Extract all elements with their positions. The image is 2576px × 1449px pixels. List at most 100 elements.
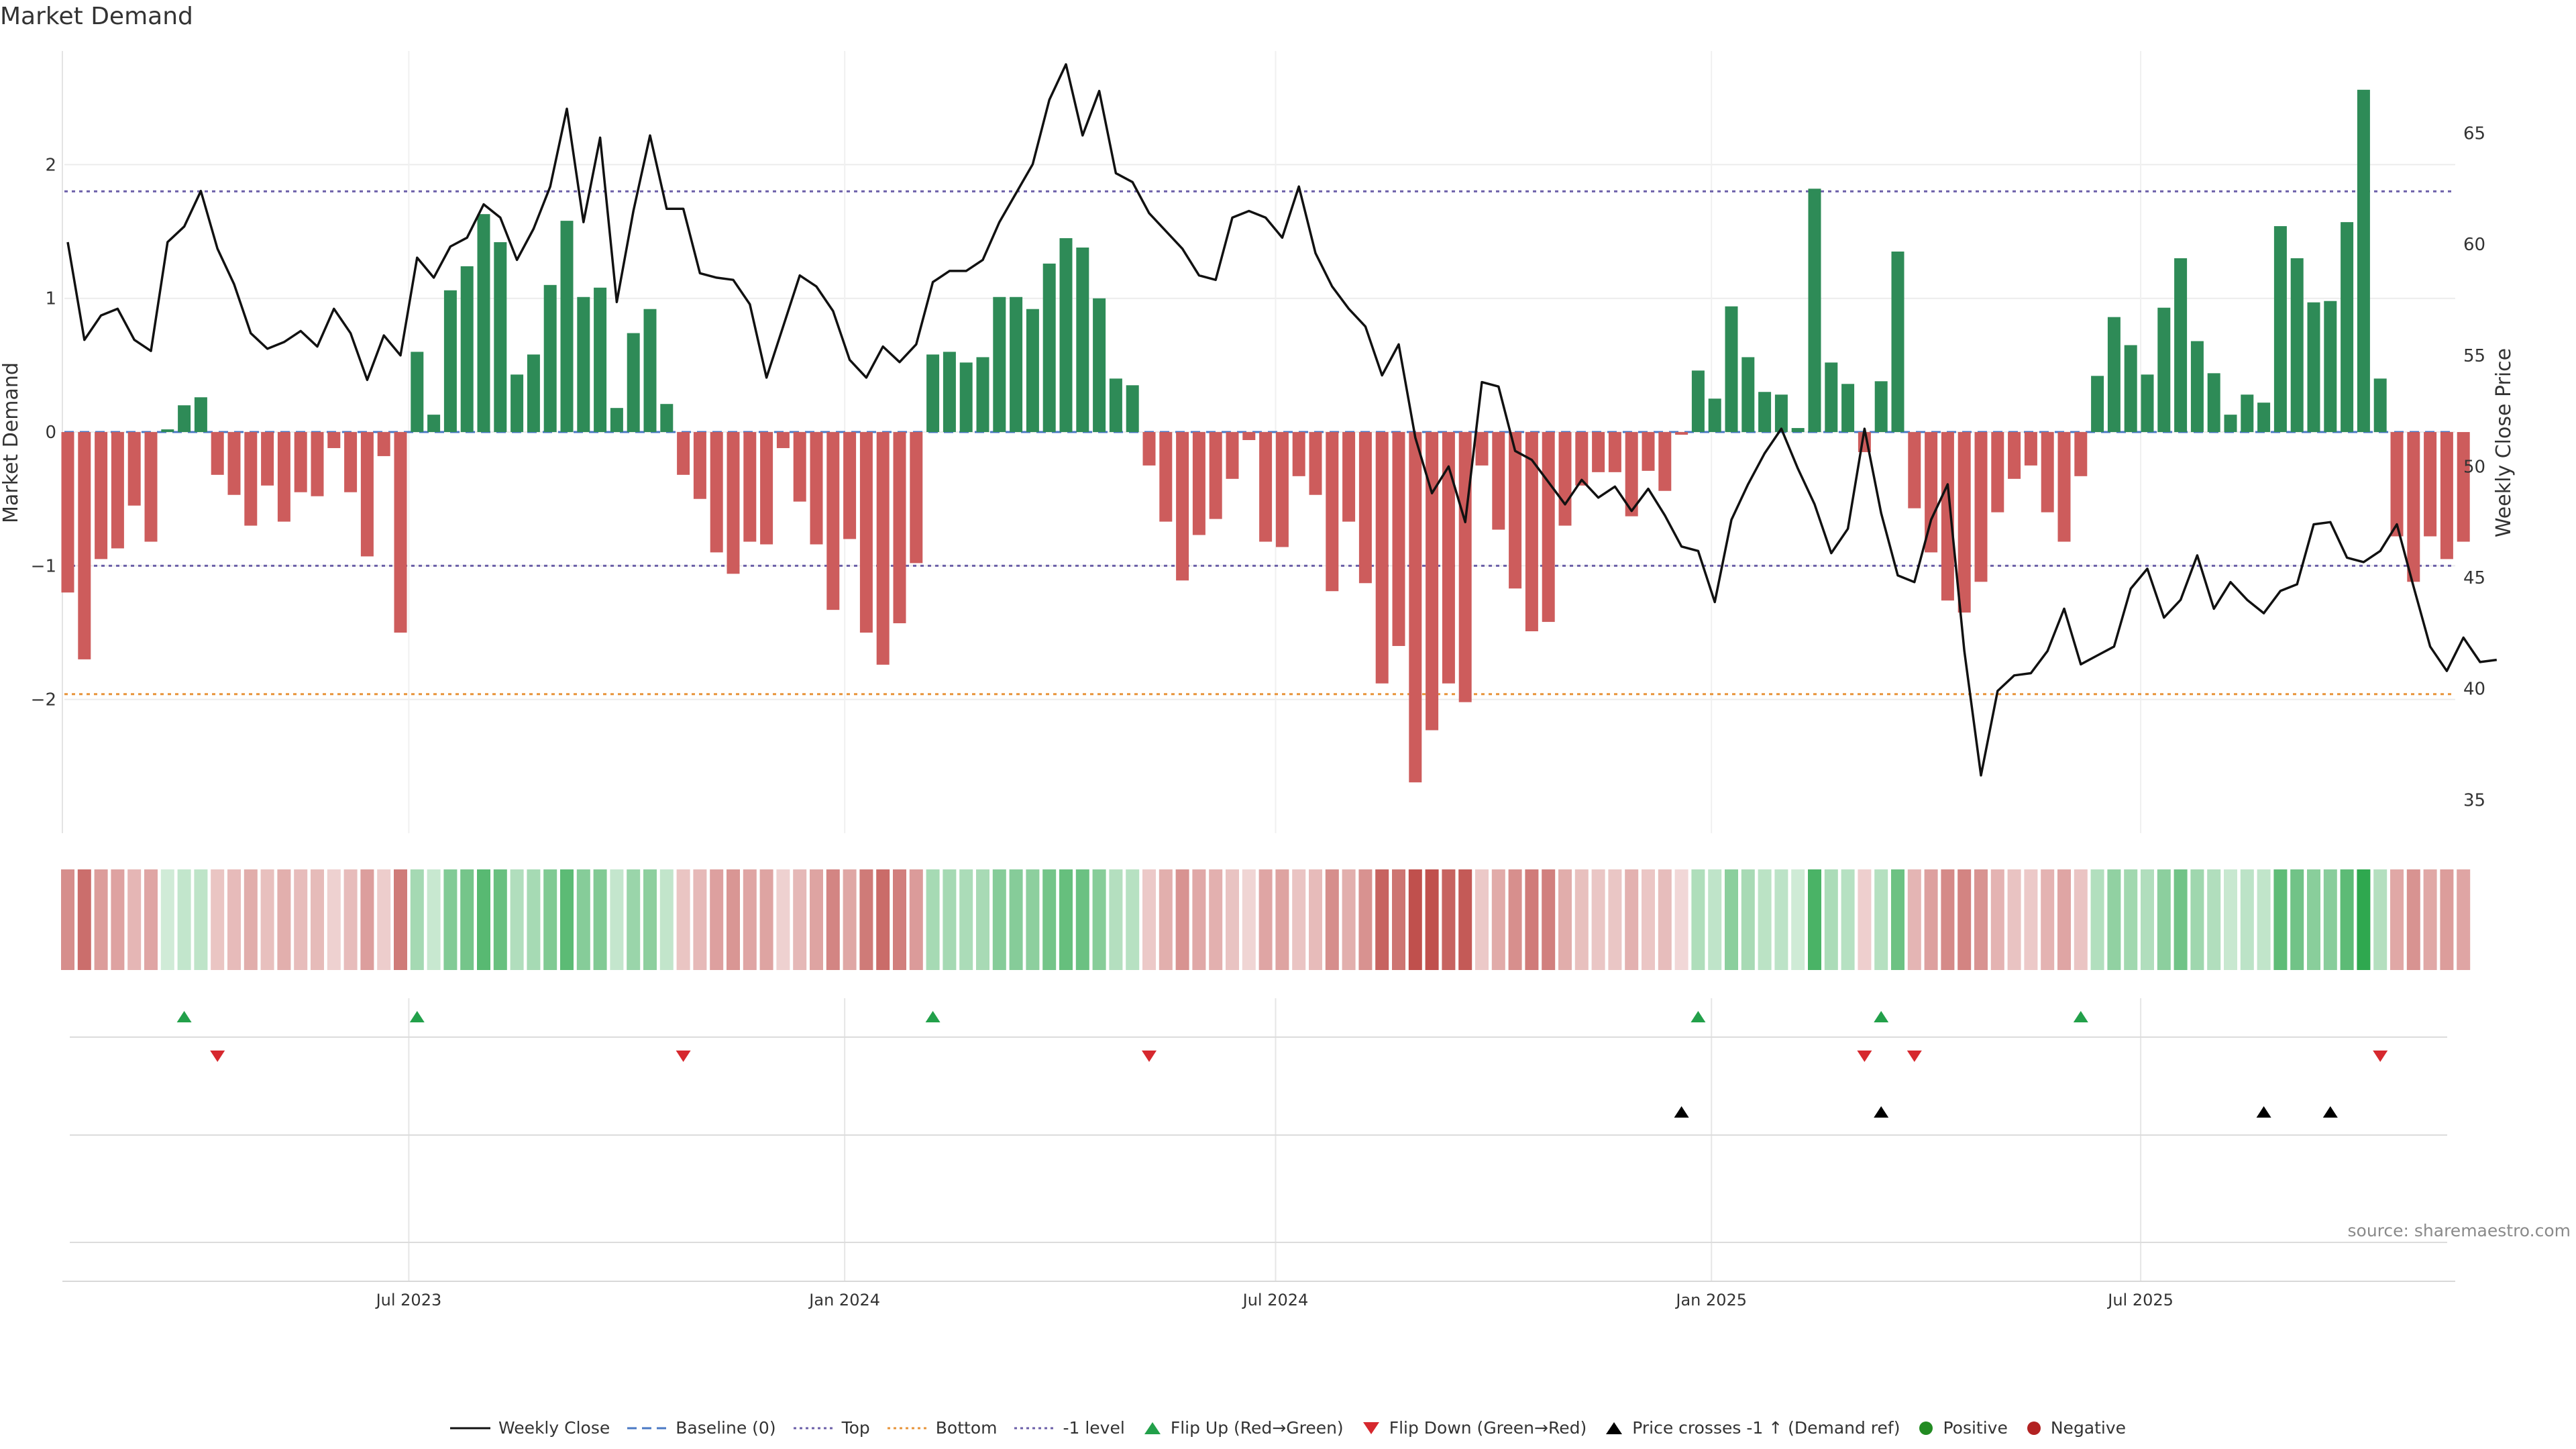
- heat-cell: [826, 869, 840, 970]
- legend-positive-label: Positive: [1943, 1418, 2008, 1438]
- demand-bar-positive: [1891, 251, 1904, 433]
- heat-cell: [893, 869, 906, 970]
- demand-bar-positive: [2107, 317, 2121, 433]
- demand-bar-positive: [959, 362, 973, 433]
- flip-up-marker: [1690, 1011, 1706, 1022]
- demand-bar-positive: [993, 297, 1006, 433]
- heat-cell: [676, 869, 690, 970]
- demand-bar-negative: [776, 432, 790, 448]
- y-left-tick-label: 2: [45, 155, 56, 175]
- heat-cell: [1491, 869, 1505, 970]
- heat-cell: [2057, 869, 2071, 970]
- demand-bar-negative: [727, 432, 740, 574]
- heat-cell: [2406, 869, 2420, 970]
- heat-cell: [1059, 869, 1073, 970]
- demand-bar-negative: [1192, 432, 1205, 535]
- demand-bar-positive: [427, 415, 441, 433]
- heat-cell: [493, 869, 507, 970]
- demand-bars: [61, 89, 2470, 783]
- demand-bar-negative: [793, 432, 806, 502]
- heat-cell: [1342, 869, 1356, 970]
- demand-bar-positive: [1808, 189, 1821, 433]
- heat-cell: [1209, 869, 1223, 970]
- heat-cell: [1608, 869, 1622, 970]
- demand-bar-negative: [1375, 432, 1389, 684]
- demand-bar-positive: [643, 309, 657, 433]
- demand-bar-negative: [394, 432, 407, 633]
- heat-cell: [1192, 869, 1206, 970]
- legend-minus-one-label: -1 level: [1063, 1418, 1125, 1438]
- demand-bar-negative: [760, 432, 773, 545]
- y-left-tick-label: 1: [45, 289, 56, 309]
- heat-cell: [211, 869, 225, 970]
- demand-bar-negative: [95, 432, 108, 559]
- flip-up-marker: [1874, 1011, 1889, 1022]
- heat-cell: [1075, 869, 1089, 970]
- heat-cell: [2290, 869, 2304, 970]
- heat-cell: [2107, 869, 2121, 970]
- heat-cell: [876, 869, 890, 970]
- demand-bar-positive: [610, 408, 623, 433]
- heat-cell: [1358, 869, 1373, 970]
- demand-bar-positive: [178, 405, 191, 433]
- legend-bottom: Bottom: [887, 1418, 997, 1438]
- y-left-axis-label: Market Demand: [0, 362, 23, 523]
- x-tick-label: Jan 2025: [1674, 1291, 1747, 1309]
- legend-flip-down-label: Flip Down (Green→Red): [1389, 1418, 1587, 1438]
- y-right-tick-label: 35: [2463, 790, 2485, 810]
- heat-cell: [610, 869, 624, 970]
- heat-cell: [2190, 869, 2204, 970]
- legend-top: Top: [793, 1418, 870, 1438]
- demand-bar-negative: [311, 432, 324, 496]
- heat-cell: [1957, 869, 1972, 970]
- demand-bar-positive: [1825, 362, 1838, 433]
- demand-bar-positive: [2341, 222, 2354, 433]
- grid-layer: [62, 51, 2455, 1281]
- flip-down-marker: [2373, 1051, 2388, 1062]
- flip-up-marker: [2073, 1011, 2088, 1022]
- heat-cell: [2157, 869, 2171, 970]
- heat-cell: [1392, 869, 1405, 970]
- demand-bar-negative: [1342, 432, 1356, 522]
- demand-bar-positive: [2174, 258, 2188, 433]
- heat-cell: [1642, 869, 1655, 970]
- heat-cell: [1275, 869, 1289, 970]
- demand-bar-negative: [743, 432, 757, 542]
- heat-cell: [244, 869, 258, 970]
- legend-positive: Positive: [1917, 1418, 2008, 1438]
- heat-cell: [810, 869, 823, 970]
- heat-cell: [2174, 869, 2188, 970]
- heat-cell: [1824, 869, 1838, 970]
- legend-weekly-close-label: Weekly Close: [498, 1418, 610, 1438]
- demand-bar-negative: [2008, 432, 2021, 479]
- demand-bar-negative: [111, 432, 124, 549]
- heat-cell: [277, 869, 291, 970]
- heat-cell: [1242, 869, 1256, 970]
- demand-bar-negative: [244, 432, 258, 526]
- price-cross-icon: [1606, 1421, 1623, 1434]
- demand-bar-positive: [2224, 415, 2237, 433]
- heat-cell: [959, 869, 973, 970]
- heat-cell: [2423, 869, 2437, 970]
- heat-cell: [1226, 869, 1239, 970]
- heat-cell: [2340, 869, 2354, 970]
- demand-bar-negative: [2424, 432, 2437, 537]
- demand-bar-negative: [1957, 432, 1971, 613]
- demand-bar-negative: [1558, 432, 1572, 526]
- legend-minus-one: -1 level: [1014, 1418, 1125, 1438]
- demand-bar-negative: [843, 432, 857, 539]
- flip-down-marker: [210, 1051, 225, 1062]
- heat-cell: [377, 869, 391, 970]
- demand-bar-negative: [2057, 432, 2071, 542]
- demand-bar-negative: [693, 432, 706, 499]
- demand-bar-positive: [2307, 302, 2320, 433]
- heat-cell: [94, 869, 108, 970]
- demand-bar-negative: [127, 432, 141, 506]
- heat-cell: [1375, 869, 1389, 970]
- heat-cell: [160, 869, 174, 970]
- heat-cell: [1808, 869, 1821, 970]
- demand-bar-negative: [1658, 432, 1672, 491]
- heat-cell: [2390, 869, 2404, 970]
- y-left-tick-label: −1: [31, 556, 56, 576]
- legend-dotted-swatch: [887, 1427, 928, 1429]
